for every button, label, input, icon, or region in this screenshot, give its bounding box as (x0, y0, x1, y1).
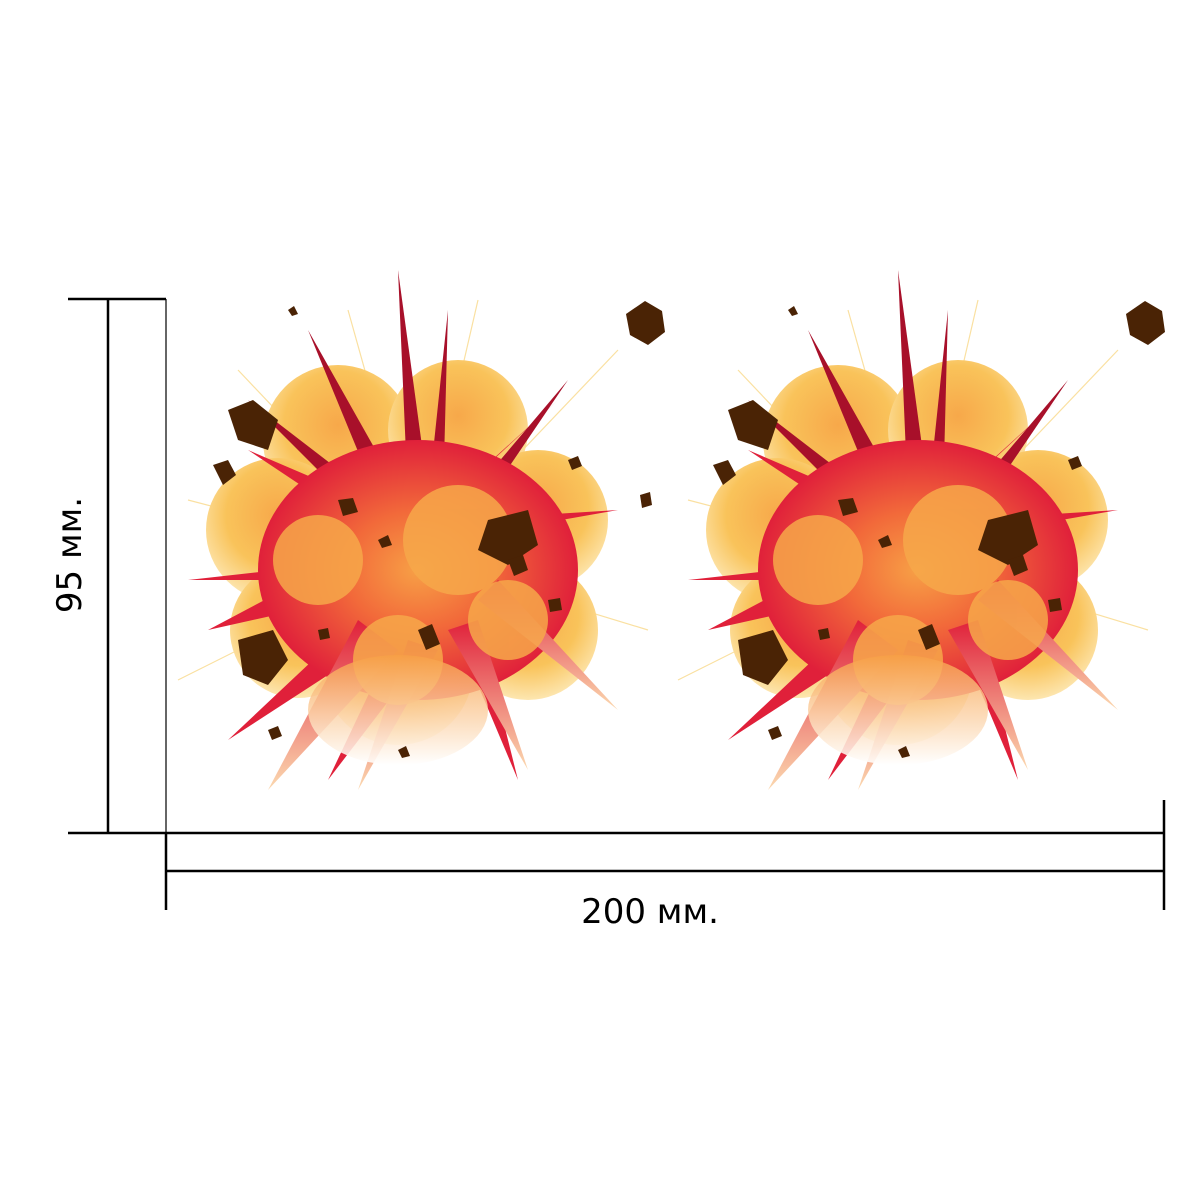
debris-left-mid (640, 492, 652, 508)
explosion-right (677, 269, 1165, 791)
explosion-left (177, 269, 665, 791)
debris-right-top (1126, 301, 1165, 345)
height-label: 95 мм. (50, 496, 90, 614)
debris-left-top (626, 301, 665, 345)
width-label: 200 мм. (581, 892, 719, 932)
height-dimension (68, 297, 167, 835)
width-dimension (164, 800, 1166, 910)
